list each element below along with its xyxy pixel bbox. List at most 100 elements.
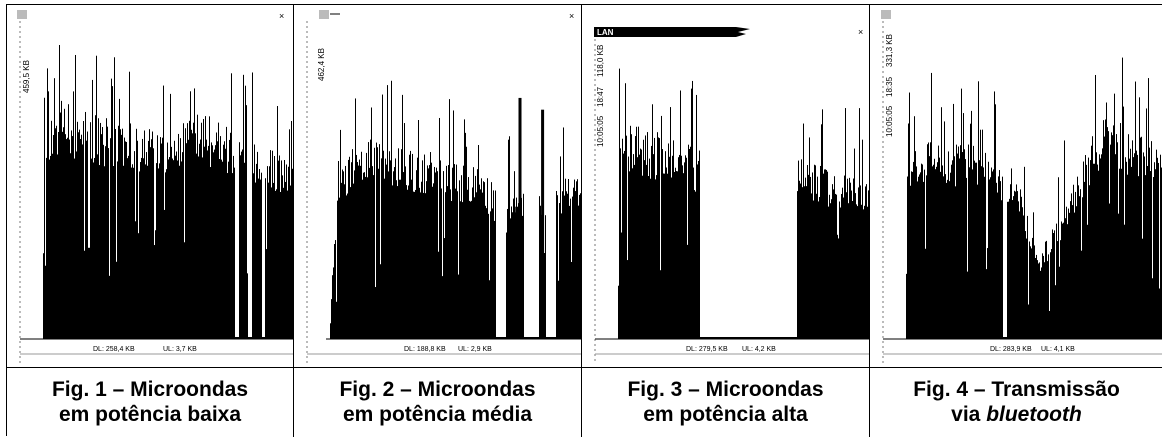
- traffic-bar: [695, 191, 696, 339]
- close-icon[interactable]: ×: [569, 11, 574, 21]
- traffic-bar: [188, 139, 189, 339]
- traffic-bar: [148, 140, 149, 339]
- traffic-bar: [931, 72, 932, 339]
- traffic-bar: [621, 232, 622, 339]
- close-icon[interactable]: ×: [279, 11, 284, 21]
- traffic-spike: [508, 236, 512, 339]
- traffic-bar: [1000, 181, 1001, 339]
- traffic-bar: [476, 192, 477, 339]
- traffic-bar: [154, 245, 155, 339]
- traffic-bar: [1054, 230, 1055, 339]
- traffic-bar: [846, 192, 847, 339]
- traffic-bar: [912, 171, 913, 339]
- traffic-bar: [134, 151, 135, 339]
- traffic-bar: [806, 186, 807, 339]
- traffic-bar: [372, 166, 373, 339]
- traffic-bar: [470, 201, 471, 339]
- traffic-bar: [927, 144, 928, 339]
- traffic-bar: [67, 137, 68, 339]
- traffic-bar: [357, 162, 358, 339]
- traffic-bar: [182, 152, 183, 339]
- traffic-bar: [691, 88, 692, 339]
- traffic-bar: [679, 154, 680, 339]
- traffic-bar: [559, 203, 560, 339]
- traffic-bar: [918, 176, 919, 339]
- traffic-bar: [549, 337, 550, 339]
- traffic-bar: [462, 202, 463, 339]
- traffic-bar: [504, 337, 505, 339]
- traffic-bar: [967, 271, 968, 339]
- traffic-bar: [568, 179, 569, 339]
- traffic-bar: [641, 149, 642, 339]
- traffic-bar: [388, 171, 389, 339]
- traffic-bar: [179, 165, 180, 339]
- traffic-bar: [190, 91, 191, 339]
- traffic-bar: [481, 178, 482, 339]
- traffic-bar: [658, 137, 659, 339]
- traffic-bar: [233, 155, 234, 339]
- traffic-bar: [747, 337, 748, 339]
- traffic-bar: [962, 152, 963, 339]
- traffic-bar: [723, 337, 724, 339]
- traffic-bar: [1019, 211, 1020, 339]
- traffic-bar: [280, 192, 281, 339]
- caption-1: Fig. 1 – Microondas em potência baixa: [7, 368, 293, 437]
- traffic-bar: [196, 153, 197, 339]
- traffic-bar: [211, 142, 212, 339]
- traffic-bar: [835, 193, 836, 339]
- traffic-bar: [151, 139, 152, 339]
- close-icon[interactable]: ×: [858, 27, 863, 37]
- traffic-bar: [741, 337, 742, 339]
- traffic-bar: [1129, 158, 1130, 339]
- traffic-bar: [842, 187, 843, 339]
- traffic-bar: [710, 337, 711, 339]
- traffic-bar: [123, 165, 124, 339]
- traffic-bar: [251, 337, 252, 339]
- traffic-bar: [161, 143, 162, 339]
- figure-panel-3: LAN × 118,0 KB 18:47 10:05:05 DL: 279,5 …: [582, 5, 870, 437]
- traffic-bar: [255, 182, 256, 339]
- caption-emphasis: bluetooth: [986, 403, 1082, 426]
- traffic-bar: [1112, 135, 1113, 339]
- traffic-bar: [783, 337, 784, 339]
- traffic-bar: [500, 337, 501, 339]
- traffic-series: [618, 68, 869, 340]
- traffic-bar: [95, 115, 96, 339]
- traffic-chart-2: × 462,4 KB DL: 188,8 KB UL: 2,9 KB: [306, 10, 581, 363]
- traffic-bar: [124, 137, 125, 339]
- traffic-bar: [245, 85, 246, 339]
- traffic-bar: [995, 104, 996, 339]
- traffic-bar: [66, 139, 67, 339]
- traffic-bar: [453, 110, 454, 339]
- traffic-screenshot-4: 331,3 KB 18:35 10:05:05 DL: 283,9 KB UL:…: [870, 5, 1162, 368]
- traffic-bar: [262, 337, 263, 339]
- traffic-bar: [1087, 224, 1088, 339]
- traffic-bar: [1043, 255, 1044, 339]
- traffic-bar: [201, 122, 202, 339]
- caption-line-2: em potência média: [342, 403, 533, 426]
- traffic-bar: [840, 207, 841, 339]
- traffic-bar: [1068, 208, 1069, 339]
- traffic-bar: [175, 155, 176, 339]
- traffic-bar: [129, 71, 130, 339]
- traffic-bar: [174, 140, 175, 339]
- traffic-bar: [220, 136, 221, 339]
- traffic-bar: [983, 167, 984, 339]
- traffic-series: [43, 45, 293, 340]
- traffic-bar: [1149, 147, 1150, 339]
- traffic-bar: [547, 337, 548, 339]
- traffic-bar: [693, 167, 694, 339]
- traffic-bar: [815, 165, 816, 339]
- traffic-bar: [447, 186, 448, 339]
- traffic-bar: [670, 107, 671, 339]
- traffic-bar: [102, 127, 103, 339]
- caption-line-1: Fig. 1 – Microondas: [51, 378, 249, 401]
- traffic-bar: [273, 182, 274, 339]
- traffic-bar: [631, 134, 632, 339]
- traffic-bar: [265, 178, 266, 339]
- traffic-bar: [291, 120, 292, 339]
- traffic-bar: [503, 337, 504, 339]
- traffic-bar: [1049, 310, 1050, 339]
- traffic-bar: [736, 337, 737, 339]
- traffic-bar: [1030, 246, 1031, 339]
